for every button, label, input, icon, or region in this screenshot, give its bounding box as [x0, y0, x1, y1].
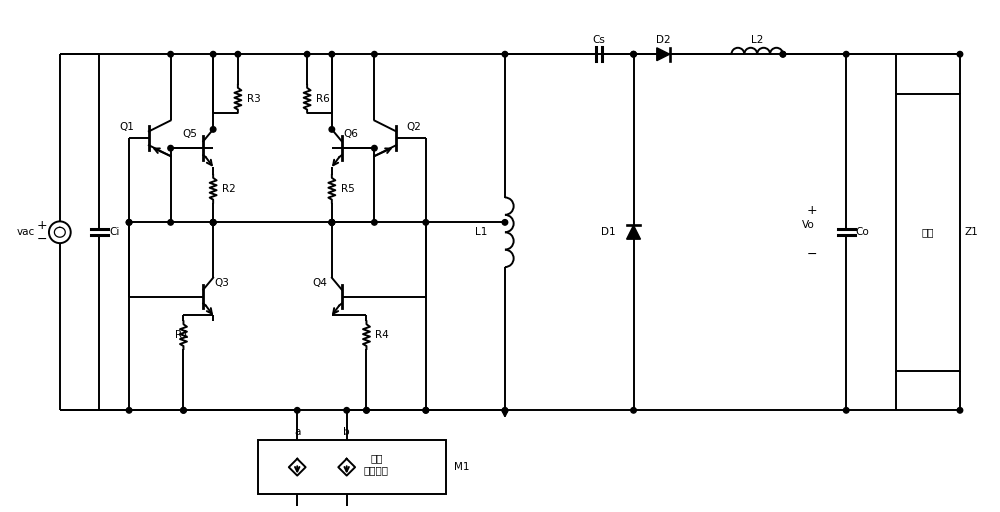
Text: Vo: Vo — [802, 220, 815, 230]
Circle shape — [235, 51, 241, 57]
Circle shape — [210, 126, 216, 132]
Text: Q3: Q3 — [214, 278, 229, 288]
Circle shape — [502, 220, 508, 225]
Circle shape — [329, 126, 335, 132]
Circle shape — [843, 51, 849, 57]
Circle shape — [126, 220, 132, 225]
Circle shape — [304, 51, 310, 57]
Text: R1: R1 — [175, 330, 188, 340]
Circle shape — [423, 220, 429, 225]
Circle shape — [423, 408, 429, 413]
Text: 受控
电流源组: 受控 电流源组 — [364, 454, 389, 475]
Circle shape — [372, 51, 377, 57]
Text: b: b — [343, 427, 350, 437]
Text: D1: D1 — [601, 227, 616, 237]
Circle shape — [329, 220, 335, 225]
Circle shape — [631, 408, 636, 413]
Circle shape — [957, 408, 963, 413]
Circle shape — [294, 408, 300, 413]
Circle shape — [423, 408, 429, 413]
Text: +: + — [37, 219, 47, 232]
Circle shape — [210, 220, 216, 225]
Text: −: − — [806, 247, 817, 261]
Circle shape — [168, 220, 173, 225]
Text: R4: R4 — [375, 330, 389, 340]
Text: R6: R6 — [316, 94, 330, 104]
Text: Q5: Q5 — [182, 130, 197, 139]
Text: M1: M1 — [454, 462, 469, 472]
Text: R5: R5 — [341, 184, 354, 194]
Bar — [896, 94, 960, 371]
Circle shape — [210, 220, 216, 225]
Text: a: a — [294, 427, 300, 437]
Circle shape — [631, 51, 636, 57]
Circle shape — [372, 220, 377, 225]
Circle shape — [329, 220, 335, 225]
Text: L1: L1 — [475, 227, 487, 237]
Polygon shape — [627, 225, 640, 239]
Circle shape — [344, 408, 349, 413]
Circle shape — [210, 220, 216, 225]
Circle shape — [329, 220, 335, 225]
Polygon shape — [657, 48, 670, 60]
Text: Z1: Z1 — [965, 227, 979, 237]
Text: R3: R3 — [247, 94, 261, 104]
Text: Q6: Q6 — [344, 130, 359, 139]
Circle shape — [126, 220, 132, 225]
Text: Ci: Ci — [109, 227, 120, 237]
Circle shape — [372, 145, 377, 151]
Text: +: + — [806, 204, 817, 217]
Circle shape — [780, 51, 786, 57]
Text: Q4: Q4 — [312, 278, 327, 288]
Circle shape — [210, 220, 216, 225]
Circle shape — [631, 51, 636, 57]
Text: Q2: Q2 — [406, 122, 421, 133]
Text: Co: Co — [855, 227, 869, 237]
Circle shape — [168, 51, 173, 57]
Bar — [258, 440, 446, 495]
Circle shape — [181, 408, 186, 413]
Text: Cs: Cs — [592, 35, 605, 45]
Circle shape — [168, 145, 173, 151]
Text: −: − — [37, 232, 47, 246]
Circle shape — [126, 408, 132, 413]
Circle shape — [364, 408, 369, 413]
Circle shape — [329, 51, 335, 57]
Text: D2: D2 — [656, 35, 671, 45]
Text: vac: vac — [17, 227, 35, 237]
Circle shape — [957, 51, 963, 57]
Circle shape — [181, 408, 186, 413]
Text: 负载: 负载 — [922, 227, 934, 237]
Text: L2: L2 — [751, 35, 763, 45]
Circle shape — [502, 51, 508, 57]
Circle shape — [780, 51, 786, 57]
Circle shape — [502, 408, 508, 413]
Text: R2: R2 — [222, 184, 236, 194]
Circle shape — [329, 220, 335, 225]
Circle shape — [364, 408, 369, 413]
Circle shape — [210, 51, 216, 57]
Circle shape — [843, 408, 849, 413]
Text: Q1: Q1 — [119, 122, 134, 133]
